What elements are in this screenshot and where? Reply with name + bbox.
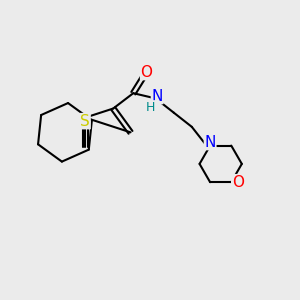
Text: N: N <box>152 88 163 104</box>
Text: H: H <box>146 101 155 114</box>
Text: S: S <box>80 114 90 129</box>
Text: N: N <box>204 135 216 150</box>
Text: O: O <box>232 175 244 190</box>
Text: O: O <box>141 64 153 80</box>
